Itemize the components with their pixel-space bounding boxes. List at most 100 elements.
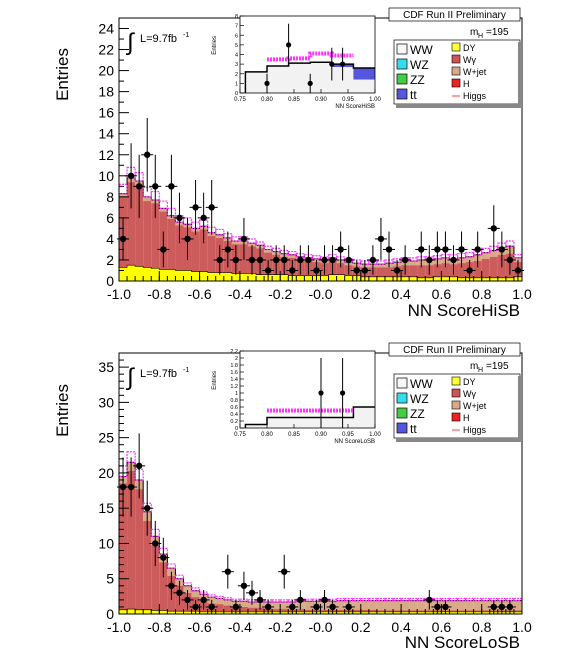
bar-dy <box>409 276 418 281</box>
lumi-sup: -1 <box>183 367 189 374</box>
header-label: CDF Run II Preliminary <box>403 345 506 356</box>
band-bin <box>481 247 491 254</box>
bar-dy <box>280 274 289 281</box>
bar-wgamma <box>393 610 402 612</box>
bar-dy <box>223 272 232 281</box>
inset-y-tick-label: 1.8 <box>230 363 238 369</box>
bar-wgamma <box>280 609 289 612</box>
bar-wjet <box>393 600 402 611</box>
lumi-label: L=9.7fb <box>140 33 177 45</box>
data-point <box>418 246 425 253</box>
bar-wjet <box>215 598 224 605</box>
data-point <box>305 256 312 264</box>
bar-dy <box>368 611 377 614</box>
inset-x-tick-label: 0.90 <box>315 97 327 103</box>
data-point <box>426 256 433 264</box>
data-point <box>144 504 151 512</box>
y-tick-label: 14 <box>98 126 114 142</box>
inset-bar <box>288 417 311 428</box>
data-point <box>498 246 506 253</box>
legend-swatch-2 <box>396 73 408 85</box>
band-bin <box>190 587 201 592</box>
bar-wjet <box>191 590 200 598</box>
bar-dy <box>417 277 426 281</box>
bar-wjet <box>473 600 482 611</box>
inset-stack-outline <box>244 406 375 428</box>
bar-wgamma <box>376 610 385 612</box>
bar-wjet <box>409 261 418 266</box>
legend-shadow-right <box>518 42 522 106</box>
bar-dy <box>143 267 152 281</box>
inset-x-axis-title: NN ScoreLoSB <box>334 439 375 445</box>
data-point <box>289 603 296 611</box>
bar-dy <box>473 277 482 281</box>
bar-dy <box>119 267 128 281</box>
legend-swatch-r3 <box>451 412 461 422</box>
bar-wgamma <box>336 263 345 275</box>
bar-dy <box>401 611 410 614</box>
data-point <box>426 596 433 604</box>
band-bin <box>118 183 128 195</box>
inset-stack-outline <box>244 61 375 93</box>
y-tick-label: 18 <box>98 84 114 100</box>
inset-y-axis-title: Entries <box>212 371 218 390</box>
data-point <box>442 603 449 611</box>
data-point <box>506 603 514 611</box>
bar-wjet <box>481 600 490 611</box>
bar-dy <box>239 611 248 614</box>
bar-wgamma <box>465 610 474 612</box>
bar-wjet <box>449 600 458 611</box>
x-tick-label: -1.0 <box>107 286 131 302</box>
data-point <box>176 589 183 597</box>
y-tick-label: 35 <box>98 359 114 375</box>
inset-y-tick-label: 4 <box>235 53 238 59</box>
inset-y-tick-label: 2.2 <box>230 349 238 355</box>
inset-bar <box>310 62 332 93</box>
x-tick-label: 0.8 <box>472 286 492 302</box>
data-point <box>361 267 369 274</box>
bar-dy <box>247 611 257 614</box>
inset-point <box>340 390 346 396</box>
bar-dy <box>328 274 337 281</box>
bar-wjet <box>272 602 281 610</box>
bar-dy <box>215 611 224 614</box>
bar-wjet <box>376 264 385 268</box>
bar-wgamma <box>143 520 152 610</box>
bar-wgamma <box>376 267 385 277</box>
x-tick-label: 0.2 <box>351 286 371 302</box>
inset-x-tick-label: 1.00 <box>369 432 381 438</box>
bar-dy <box>127 609 136 614</box>
bar-dy <box>433 276 442 281</box>
inset-x-tick-label: 0.95 <box>342 97 354 103</box>
bar-dy <box>384 276 394 281</box>
data-point <box>337 246 344 253</box>
data-point <box>281 256 288 264</box>
data-point <box>240 235 248 243</box>
bar-dy <box>481 611 490 614</box>
legend-shadow-bottom <box>396 104 522 108</box>
bar-wjet <box>465 256 474 263</box>
inset-point <box>329 61 335 67</box>
bar-dy <box>296 275 305 281</box>
inset-y-tick-label: 0.8 <box>230 398 238 404</box>
bar-dy <box>481 277 490 281</box>
band-bin <box>263 245 273 251</box>
x-tick-label: -0.6 <box>188 619 212 635</box>
legend-label-1: WZ <box>410 392 429 406</box>
bar-dy <box>425 277 434 281</box>
bar-wjet <box>457 600 466 611</box>
legend-label-r0: DY <box>463 43 476 53</box>
bar-dy <box>143 609 152 614</box>
bar-dy <box>191 271 200 281</box>
y-tick-label: 22 <box>98 42 114 58</box>
data-point <box>458 246 465 253</box>
inset-y-tick-label: 6 <box>235 33 238 39</box>
x-tick-label: 0.4 <box>391 286 411 302</box>
bar-dy <box>199 271 208 281</box>
inset-x-axis-title: NN ScoreHiSB <box>335 104 375 110</box>
inset-y-tick-label: 2 <box>235 72 238 78</box>
band-bin <box>215 228 225 236</box>
data-point <box>152 540 159 547</box>
bar-wjet <box>231 241 240 245</box>
data-point <box>208 204 215 211</box>
